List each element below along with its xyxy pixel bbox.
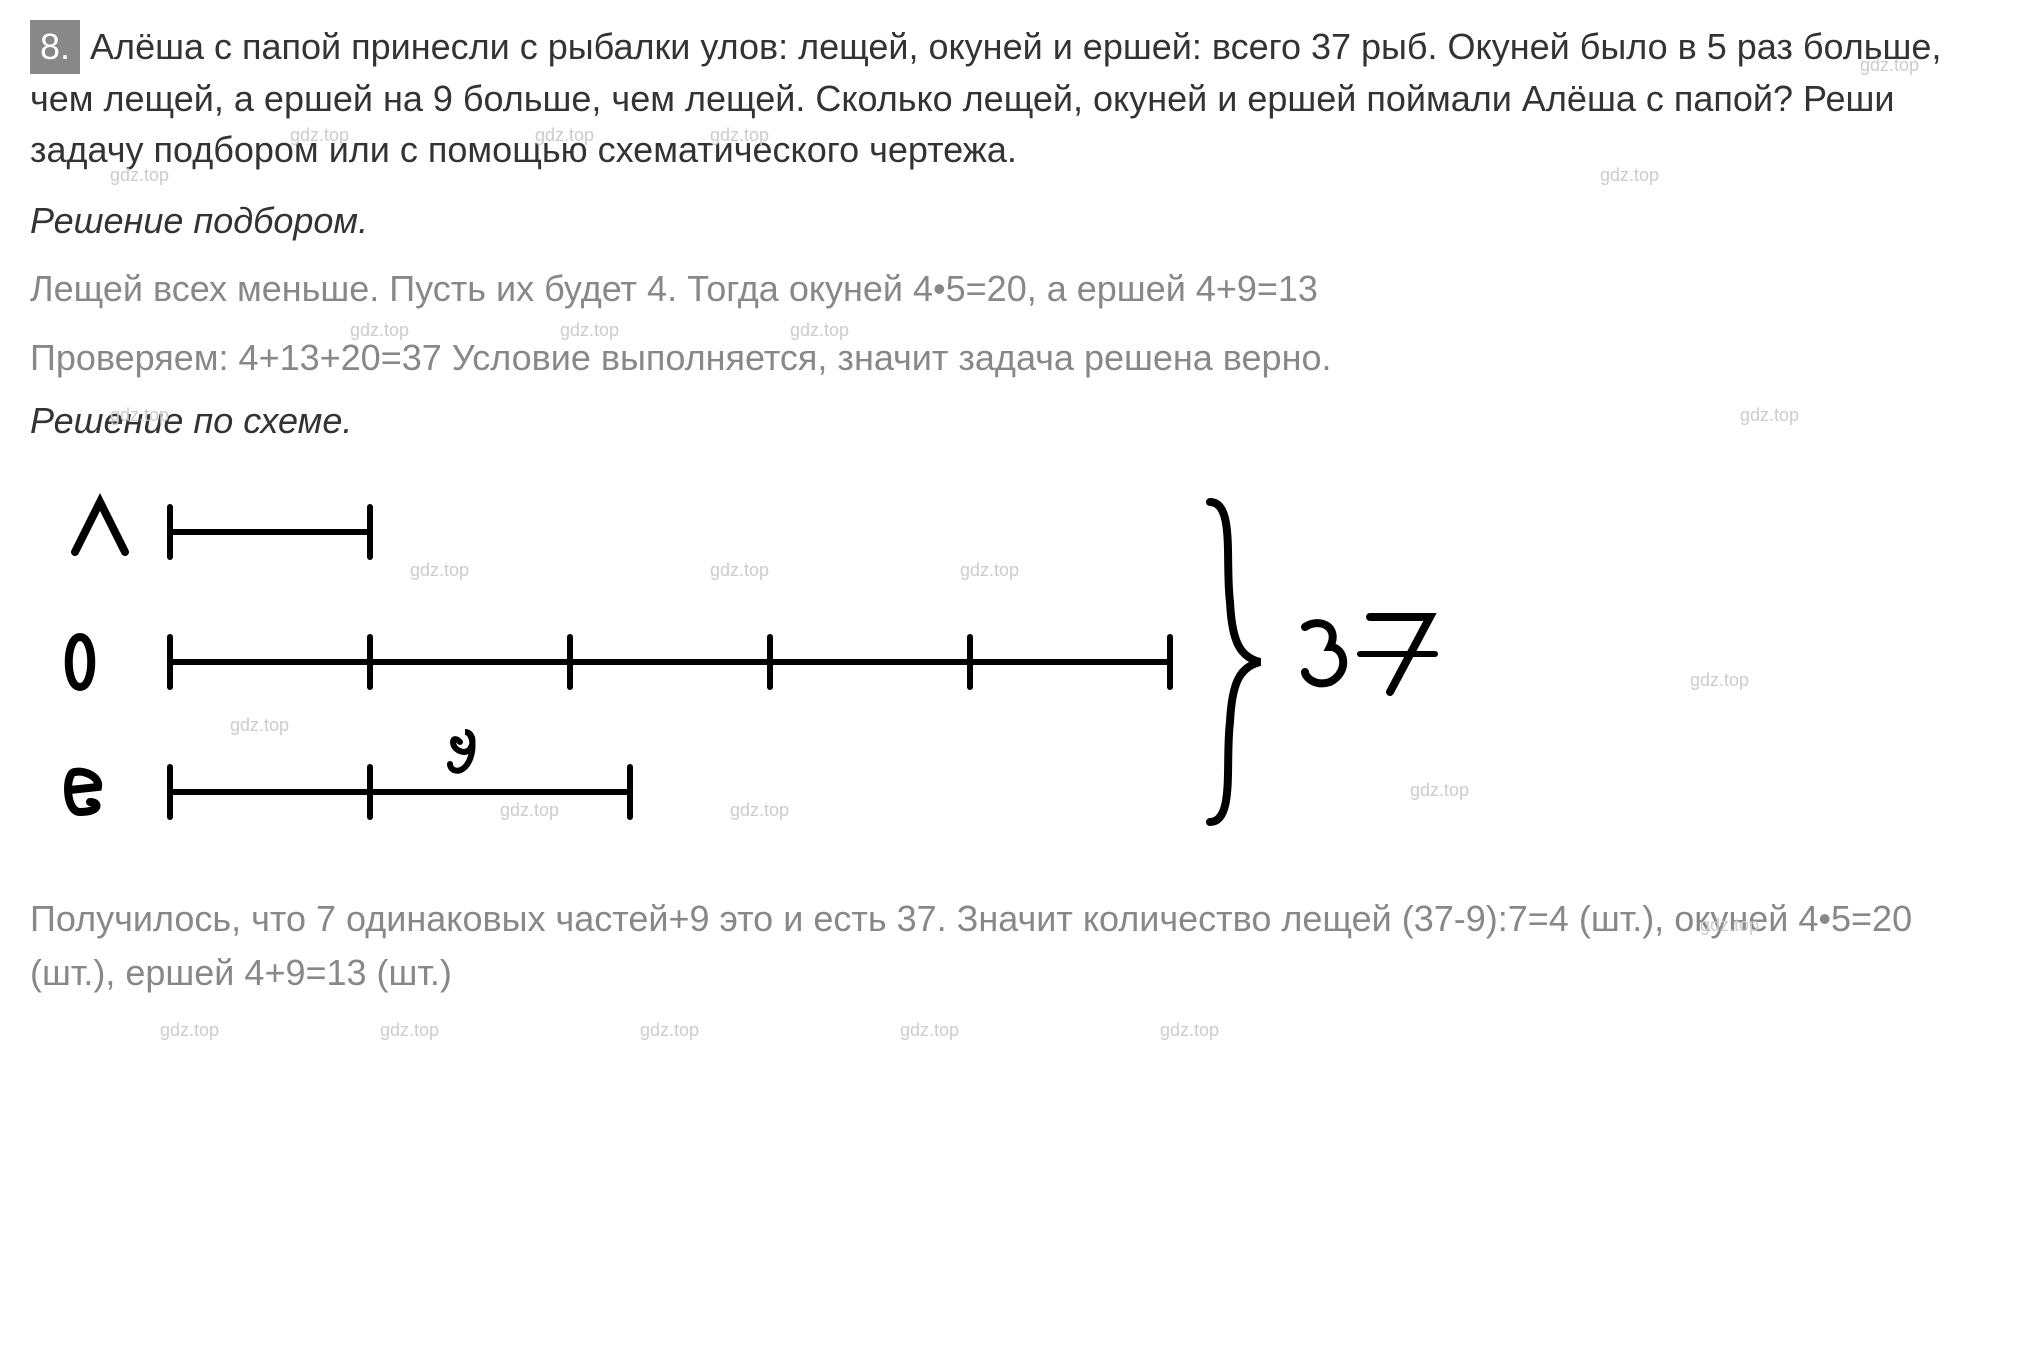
diagram-container (30, 462, 1630, 862)
content-wrapper: 8. Алёша с папой принесли с рыбалки улов… (30, 20, 1989, 1000)
problem-number: 8. (30, 20, 80, 74)
watermark-text: gdz.top (1160, 1020, 1219, 1041)
conclusion-text: Получилось, что 7 одинаковых частей+9 эт… (30, 892, 1989, 1000)
watermark-text: gdz.top (1690, 670, 1749, 691)
watermark-text: gdz.top (900, 1020, 959, 1041)
watermark-text: gdz.top (380, 1020, 439, 1041)
solution1-line1: Лещей всех меньше. Пусть их будет 4. Тог… (30, 262, 1989, 316)
watermark-text: gdz.top (640, 1020, 699, 1041)
solution2-title: Решение по схеме. (30, 400, 1989, 442)
watermark-text: gdz.top (160, 1020, 219, 1041)
problem-statement: 8. Алёша с папой принесли с рыбалки улов… (30, 20, 1989, 175)
solution1-line2: Проверяем: 4+13+20=37 Условие выполняетс… (30, 331, 1989, 385)
diagram-svg (30, 462, 1630, 862)
problem-text: Алёша с папой принесли с рыбалки улов: л… (30, 26, 1941, 170)
solution1-title: Решение подбором. (30, 200, 1989, 242)
